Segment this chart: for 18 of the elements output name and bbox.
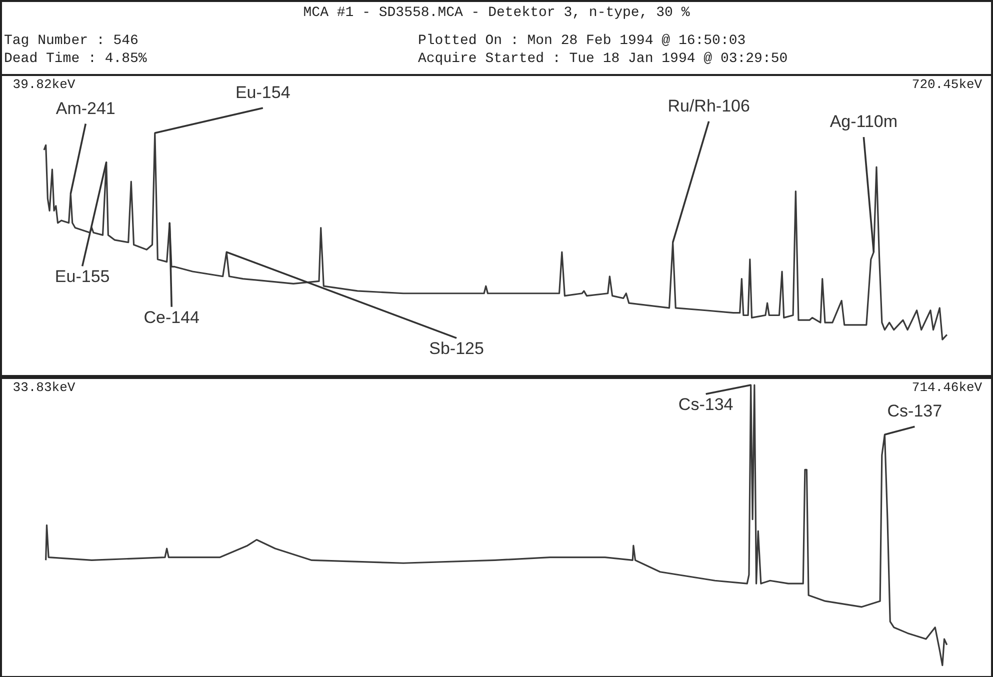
text: Dead Time : 4.85% xyxy=(4,51,148,67)
annotation: Eu-154 xyxy=(235,83,290,102)
annotation: Ru/Rh-106 xyxy=(668,96,750,116)
x-tick-label: 39.82keV xyxy=(12,77,76,92)
x-tick-label: 33.83keV xyxy=(12,380,76,395)
text: Plotted On : Mon 28 Feb 1994 @ 16:50:03 xyxy=(418,33,746,49)
annotation: Cs-134 xyxy=(678,395,734,414)
x-tick-label: 720.45keV xyxy=(912,77,982,92)
annotation: Sb-125 xyxy=(429,339,484,358)
chart-title: MCA #1 - SD3558.MCA - Detektor 3, n-type, 30 % xyxy=(303,5,690,21)
text: Acquire Started : Tue 18 Jan 1994 @ 03:29:50 xyxy=(418,51,788,67)
annotation: Ag-110m xyxy=(830,112,898,132)
annotation: Ce-144 xyxy=(144,308,200,327)
annotation: Cs-137 xyxy=(887,402,942,421)
annotation: Am-241 xyxy=(56,98,116,118)
text: Tag Number : 546 xyxy=(4,33,138,49)
x-tick-label: 714.46keV xyxy=(912,380,982,395)
annotation: Eu-155 xyxy=(54,267,110,286)
